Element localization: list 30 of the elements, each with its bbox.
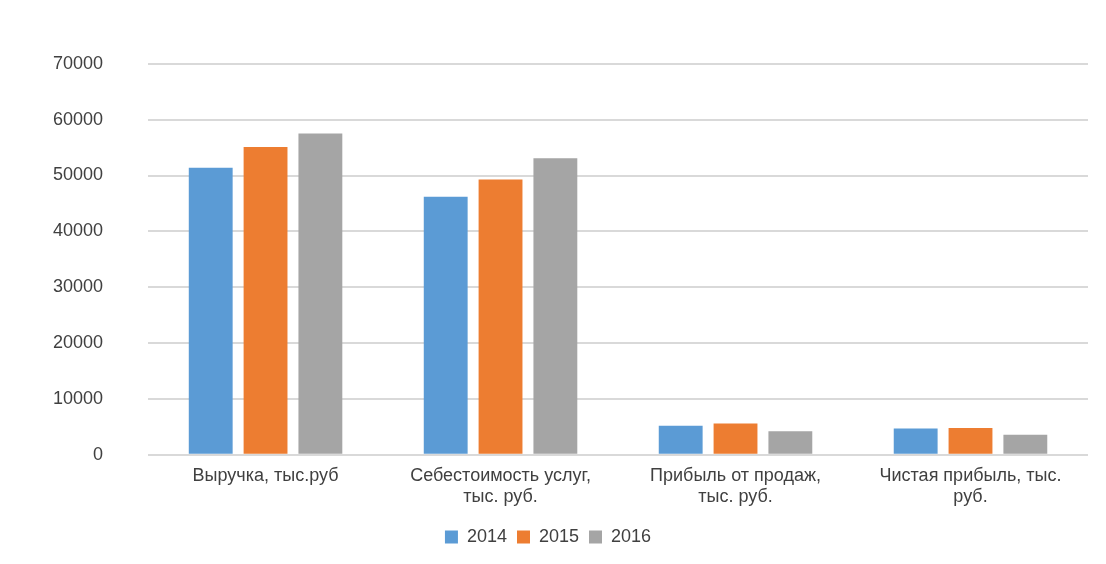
bar [948,427,993,454]
category-label: Чистая прибыль, тыс. [879,464,1062,485]
category-label: Прибыль от продаж, [650,464,821,485]
y-tick-label: 70000 [52,52,104,73]
y-tick-label: 30000 [52,276,104,297]
y-tick-label: 0 [93,443,104,464]
legend-label: 2015 [538,525,580,546]
bar [893,428,938,454]
category-label: Себестоимость услуг, [410,464,591,485]
bar [768,431,813,454]
y-tick-label: 20000 [52,332,104,353]
category-label: тыс. руб. [698,486,773,507]
y-tick-label: 60000 [52,108,104,129]
bar [188,167,233,454]
y-tick-label: 10000 [52,387,104,408]
bar [423,196,468,454]
category-label: Выручка, тыс.руб [192,464,339,485]
bar [533,158,578,454]
legend-label: 2014 [466,525,507,546]
bar [298,133,343,454]
category-label: руб. [953,486,988,507]
legend-label: 2016 [611,525,652,546]
bar [478,179,523,454]
y-tick-label: 40000 [52,220,104,241]
bar [243,147,288,454]
y-tick-label: 50000 [52,164,104,185]
bar [1003,434,1048,454]
category-label: тыс. руб. [463,486,538,507]
bar [713,423,758,454]
bar [658,425,703,454]
